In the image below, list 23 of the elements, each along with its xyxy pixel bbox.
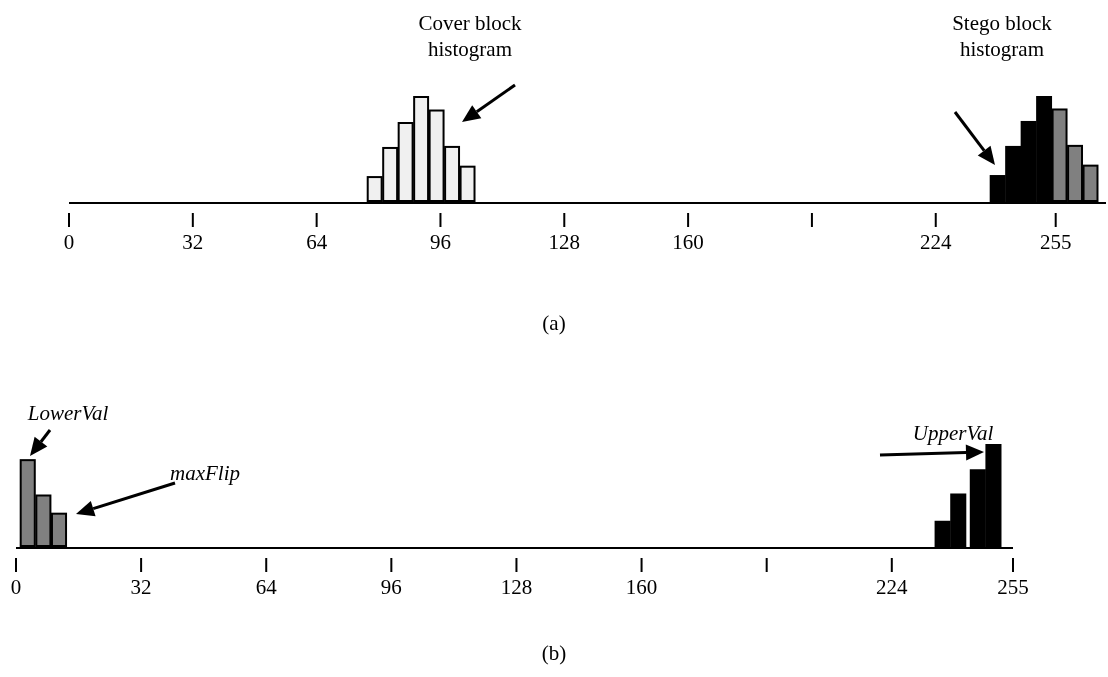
x-tick-label: 160 (672, 230, 704, 254)
annotation: UpperVal (912, 421, 994, 445)
x-tick-label: 255 (1039, 230, 1072, 254)
x-tick-label: 128 (548, 230, 581, 254)
x-tick-label: 96 (429, 230, 451, 254)
text: Stego block histogram (952, 11, 1053, 61)
x-tick-label: 96 (380, 575, 402, 599)
x-tick-label: 224 (920, 230, 952, 254)
x-tick-label: 32 (130, 575, 152, 599)
x-tick-label: 160 (625, 575, 658, 599)
x-tick-label: 32 (182, 230, 204, 254)
x-tick-label: 128 (500, 575, 533, 599)
x-tick-label: 0 (10, 575, 22, 599)
x-tick-label: 0 (63, 230, 75, 254)
text: (b) (541, 641, 567, 665)
text: (a) (542, 311, 566, 335)
text: Cover block histogram (418, 11, 523, 61)
annotation: maxFlip (170, 461, 240, 485)
text: LowerVal (26, 401, 109, 425)
x-tick-label: 224 (876, 575, 909, 599)
x-tick-label: 255 (997, 575, 1029, 599)
x-tick-label: 64 (306, 230, 328, 254)
x-tick-label: 64 (255, 575, 278, 599)
